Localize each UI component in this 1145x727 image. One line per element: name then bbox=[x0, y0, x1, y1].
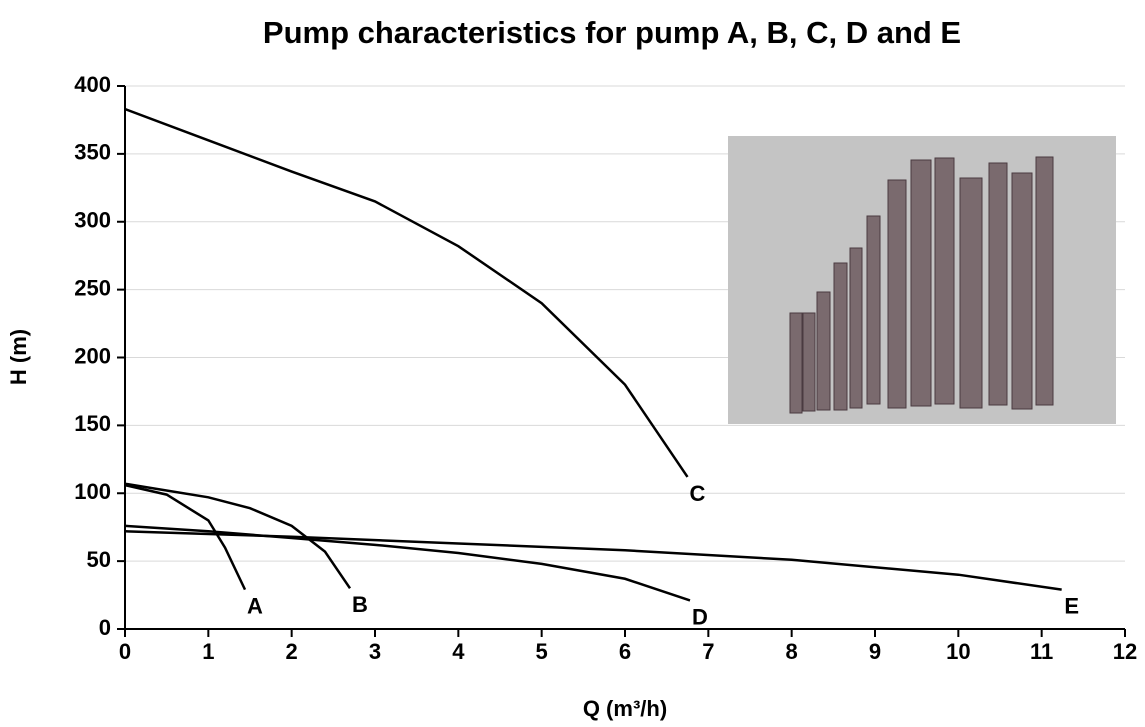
y-tick-label: 150 bbox=[74, 411, 111, 436]
x-tick-label: 7 bbox=[702, 639, 714, 664]
y-tick-label: 100 bbox=[74, 479, 111, 504]
y-axis-label: H (m) bbox=[6, 329, 31, 385]
x-tick-label: 8 bbox=[786, 639, 798, 664]
x-tick-label: 6 bbox=[619, 639, 631, 664]
y-tick-label: 250 bbox=[74, 275, 111, 300]
curve-label: D bbox=[692, 604, 708, 629]
pump-curve bbox=[124, 107, 689, 478]
y-tick-label: 350 bbox=[74, 140, 111, 165]
y-tick-label: 300 bbox=[74, 208, 111, 233]
y-tick-label: 0 bbox=[99, 615, 111, 640]
x-tick-label: 10 bbox=[946, 639, 970, 664]
x-axis-label: Q (m³/h) bbox=[583, 696, 667, 721]
curve-label: E bbox=[1064, 593, 1079, 618]
curve-label: A bbox=[247, 593, 263, 618]
y-tick-label: 50 bbox=[87, 547, 111, 572]
pump-photo bbox=[728, 136, 1116, 424]
pump-curve bbox=[124, 530, 1062, 591]
x-tick-label: 5 bbox=[536, 639, 548, 664]
x-tick-label: 1 bbox=[202, 639, 214, 664]
chart-title: Pump characteristics for pump A, B, C, D… bbox=[263, 15, 961, 50]
x-tick-label: 12 bbox=[1113, 639, 1137, 664]
curve-label: C bbox=[690, 481, 706, 506]
x-tick-label: 0 bbox=[119, 639, 131, 664]
pump-curve bbox=[124, 524, 691, 602]
x-tick-label: 4 bbox=[452, 639, 465, 664]
x-tick-label: 2 bbox=[286, 639, 298, 664]
x-tick-label: 11 bbox=[1030, 639, 1053, 664]
y-tick-label: 200 bbox=[74, 343, 111, 368]
x-tick-label: 3 bbox=[369, 639, 381, 664]
curve-label: B bbox=[352, 592, 368, 617]
x-tick-label: 9 bbox=[869, 639, 881, 664]
pump-curve bbox=[124, 482, 352, 589]
pump-curve bbox=[124, 483, 247, 591]
y-tick-label: 400 bbox=[74, 72, 111, 97]
